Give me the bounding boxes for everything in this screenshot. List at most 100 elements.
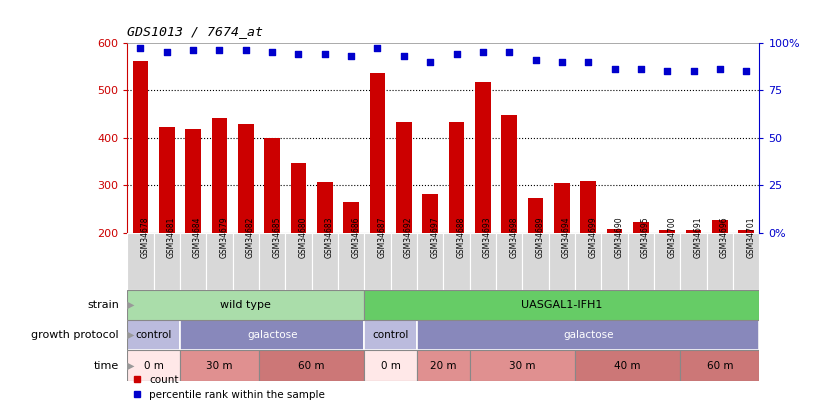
Text: GSM34699: GSM34699 — [588, 217, 597, 258]
FancyBboxPatch shape — [470, 350, 575, 381]
FancyBboxPatch shape — [733, 233, 759, 290]
Text: galactose: galactose — [247, 330, 297, 340]
FancyBboxPatch shape — [338, 233, 365, 290]
Point — [529, 56, 542, 63]
Point — [687, 68, 700, 75]
Point — [345, 53, 358, 59]
FancyBboxPatch shape — [681, 350, 759, 381]
Text: GSM34686: GSM34686 — [351, 217, 360, 258]
Text: GSM34678: GSM34678 — [140, 217, 149, 258]
FancyBboxPatch shape — [206, 233, 232, 290]
Bar — [448, 122, 465, 233]
Point — [502, 49, 516, 55]
Text: GSM34683: GSM34683 — [325, 217, 334, 258]
FancyBboxPatch shape — [417, 320, 759, 350]
FancyBboxPatch shape — [681, 233, 707, 290]
Bar — [317, 182, 333, 233]
FancyBboxPatch shape — [575, 350, 681, 381]
FancyBboxPatch shape — [232, 233, 259, 290]
Text: GSM34701: GSM34701 — [746, 217, 755, 258]
FancyBboxPatch shape — [365, 350, 417, 381]
Point — [160, 49, 173, 55]
Text: 60 m: 60 m — [707, 360, 733, 371]
FancyBboxPatch shape — [180, 233, 206, 290]
Bar — [369, 72, 385, 233]
Point — [397, 53, 410, 59]
FancyBboxPatch shape — [707, 233, 733, 290]
Bar — [132, 61, 149, 233]
Text: 0 m: 0 m — [381, 360, 401, 371]
Bar — [212, 118, 227, 233]
Bar — [186, 129, 201, 233]
Bar — [712, 220, 728, 233]
Bar — [159, 127, 175, 233]
Point — [635, 66, 648, 72]
Bar — [422, 194, 438, 233]
Bar — [554, 183, 570, 233]
Text: GSM34687: GSM34687 — [378, 217, 387, 258]
Text: growth protocol: growth protocol — [31, 330, 119, 340]
FancyBboxPatch shape — [286, 233, 312, 290]
Text: GSM34700: GSM34700 — [667, 217, 677, 258]
FancyBboxPatch shape — [496, 233, 522, 290]
Legend: count, percentile rank within the sample: count, percentile rank within the sample — [132, 375, 325, 400]
Text: GSM34692: GSM34692 — [404, 217, 413, 258]
Text: time: time — [94, 360, 119, 371]
Text: 30 m: 30 m — [509, 360, 535, 371]
Text: GSM34679: GSM34679 — [219, 217, 228, 258]
FancyBboxPatch shape — [127, 233, 154, 290]
Point — [371, 45, 384, 51]
Text: galactose: galactose — [563, 330, 613, 340]
FancyBboxPatch shape — [654, 233, 681, 290]
FancyBboxPatch shape — [365, 233, 391, 290]
FancyBboxPatch shape — [127, 320, 180, 350]
Point — [265, 49, 278, 55]
Text: GDS1013 / 7674_at: GDS1013 / 7674_at — [127, 26, 264, 38]
Text: control: control — [373, 330, 409, 340]
Text: 60 m: 60 m — [298, 360, 325, 371]
Text: GSM34685: GSM34685 — [272, 217, 281, 258]
Text: GSM34681: GSM34681 — [167, 217, 176, 258]
FancyBboxPatch shape — [628, 233, 654, 290]
FancyBboxPatch shape — [391, 233, 417, 290]
Text: ▶: ▶ — [127, 360, 135, 371]
Bar — [528, 198, 544, 233]
FancyBboxPatch shape — [365, 320, 417, 350]
Point — [292, 51, 305, 57]
Text: GSM34682: GSM34682 — [245, 217, 255, 258]
Text: GSM34693: GSM34693 — [483, 217, 492, 258]
Point — [213, 47, 226, 53]
Point — [608, 66, 621, 72]
FancyBboxPatch shape — [154, 233, 180, 290]
Point — [555, 58, 568, 65]
FancyBboxPatch shape — [259, 233, 286, 290]
Point — [424, 58, 437, 65]
FancyBboxPatch shape — [443, 233, 470, 290]
Bar — [343, 202, 359, 233]
Bar — [580, 181, 596, 233]
Text: UASGAL1-IFH1: UASGAL1-IFH1 — [521, 300, 603, 310]
FancyBboxPatch shape — [365, 290, 759, 320]
Bar — [738, 230, 754, 233]
Text: GSM34696: GSM34696 — [720, 217, 729, 258]
FancyBboxPatch shape — [127, 290, 365, 320]
Bar — [396, 122, 412, 233]
Text: GSM34694: GSM34694 — [562, 217, 571, 258]
Text: 0 m: 0 m — [144, 360, 163, 371]
Text: ▶: ▶ — [127, 300, 135, 310]
Text: GSM34697: GSM34697 — [430, 217, 439, 258]
Point — [450, 51, 463, 57]
Text: strain: strain — [87, 300, 119, 310]
FancyBboxPatch shape — [259, 350, 365, 381]
Text: ▶: ▶ — [127, 330, 135, 340]
Text: GSM34698: GSM34698 — [509, 217, 518, 258]
Text: GSM34680: GSM34680 — [299, 217, 308, 258]
Point — [740, 68, 753, 75]
Text: 20 m: 20 m — [430, 360, 456, 371]
Bar — [502, 115, 517, 233]
FancyBboxPatch shape — [548, 233, 575, 290]
Text: 30 m: 30 m — [206, 360, 232, 371]
Bar — [291, 163, 306, 233]
FancyBboxPatch shape — [127, 350, 180, 381]
FancyBboxPatch shape — [522, 233, 548, 290]
